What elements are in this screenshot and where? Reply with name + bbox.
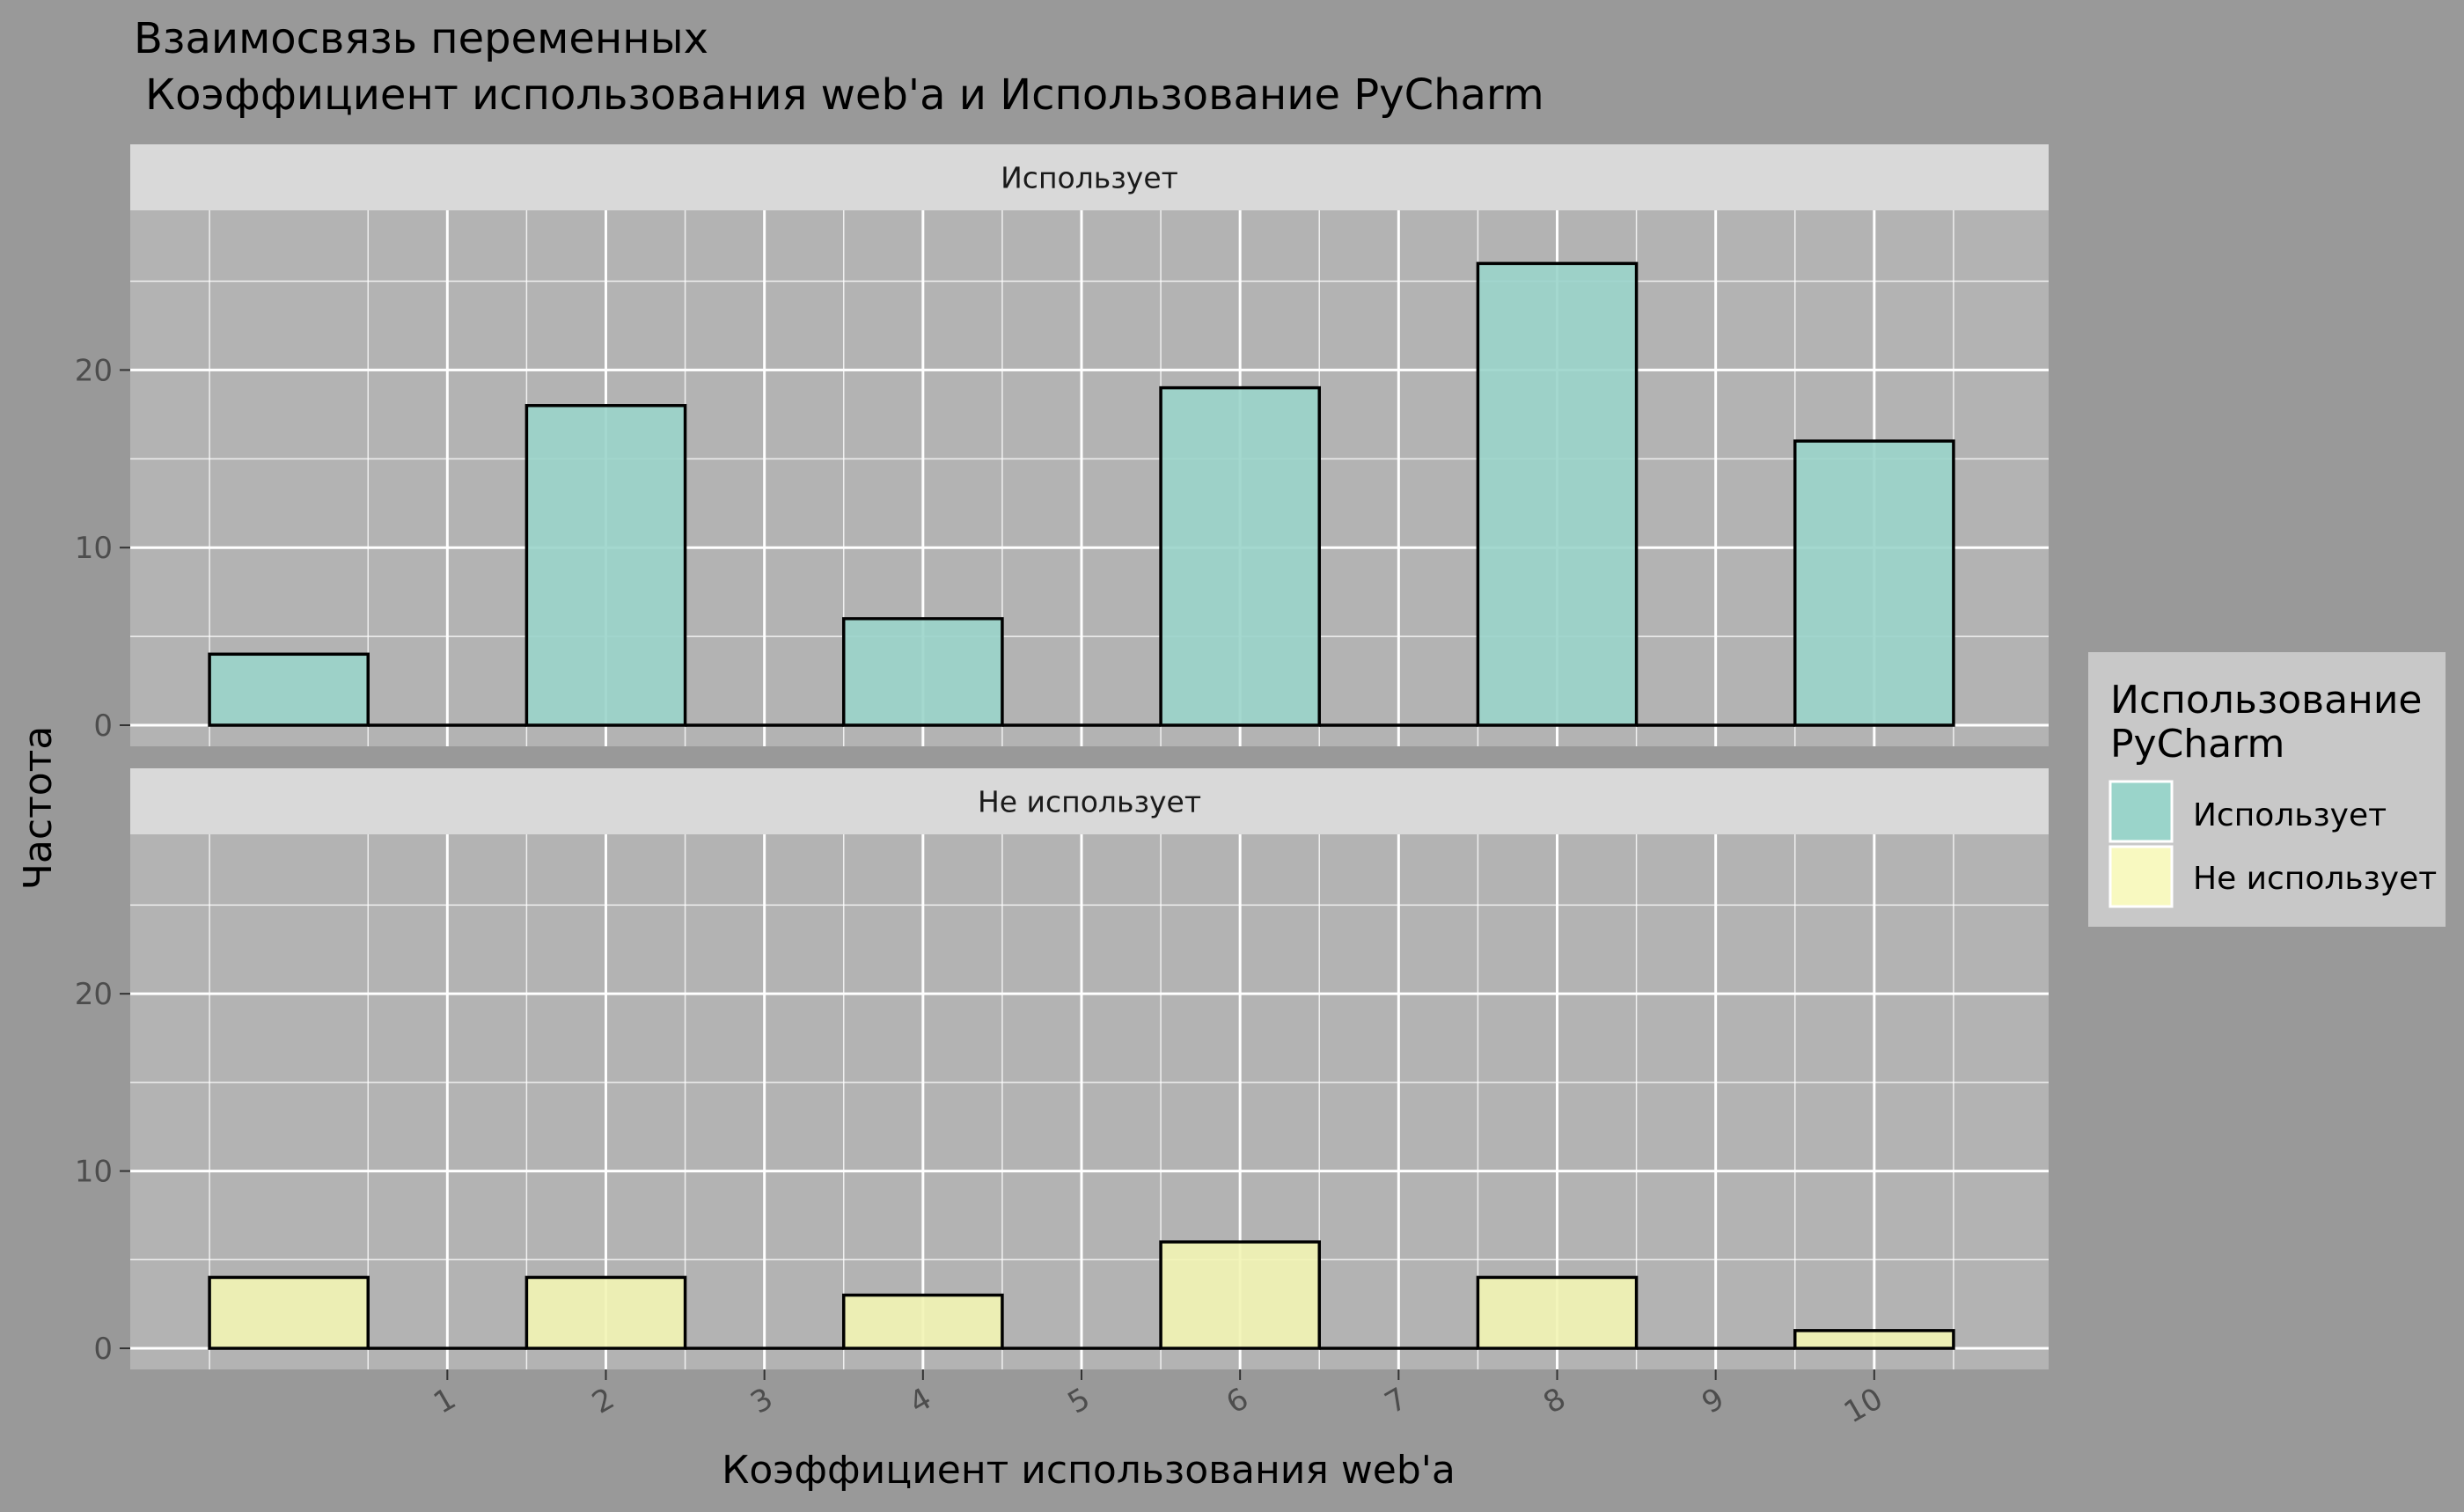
facet-strip-label: Использует xyxy=(1001,161,1178,195)
x-axis-title: Коэффициент использования web'a xyxy=(722,1448,1456,1493)
y-tick-label: 10 xyxy=(75,1155,113,1190)
legend-title-line-1: Использование xyxy=(2110,678,2423,723)
bar xyxy=(1476,1275,1639,1350)
x-tick-label: 5 xyxy=(1062,1381,1096,1420)
x-tick-label: 3 xyxy=(744,1381,779,1420)
legend-label-uses: Использует xyxy=(2193,797,2387,833)
bar xyxy=(1476,261,1639,727)
bar xyxy=(208,652,370,727)
bar xyxy=(1159,385,1321,727)
x-tick-label: 10 xyxy=(1838,1381,1888,1430)
x-tick-label: 4 xyxy=(904,1381,938,1420)
bar xyxy=(1159,1240,1321,1350)
bar xyxy=(841,1293,1004,1350)
chart-title-line-1: Взаимосвязь переменных xyxy=(134,14,708,63)
bar xyxy=(1793,439,1955,727)
y-tick-label: 0 xyxy=(93,1332,113,1367)
panel-background xyxy=(130,210,2049,746)
y-tick-label: 20 xyxy=(75,353,113,388)
y-tick-label: 20 xyxy=(75,977,113,1012)
bar xyxy=(1793,1329,1955,1350)
legend-label-not-uses: Не использует xyxy=(2193,861,2437,897)
y-axis-title: Частота xyxy=(16,726,61,890)
facet-panels: Использует 0 10 20 Не использует 0 10 20 1 2 3 4 5 6 7… xyxy=(75,144,2049,1430)
legend-key-not-uses xyxy=(2108,845,2174,908)
legend: Использование PyCharm Использует Не испо… xyxy=(2088,652,2446,927)
facet-strip xyxy=(130,768,2049,834)
x-tick-label: 1 xyxy=(428,1381,462,1420)
x-tick-label: 9 xyxy=(1696,1381,1730,1420)
x-tick-label: 7 xyxy=(1379,1381,1413,1420)
facet-strip xyxy=(130,144,2049,210)
y-tick-label: 0 xyxy=(93,708,113,744)
x-tick-label: 2 xyxy=(586,1381,620,1420)
facet-strip-label: Не использует xyxy=(978,785,1201,819)
x-tick-label: 8 xyxy=(1537,1381,1572,1420)
x-tick-label: 6 xyxy=(1221,1381,1255,1420)
legend-title-line-2: PyCharm xyxy=(2110,722,2284,767)
legend-key-uses xyxy=(2108,780,2174,843)
bar xyxy=(524,404,687,727)
panel-background xyxy=(130,834,2049,1369)
bar xyxy=(841,617,1004,727)
chart-title-line-2: Коэффициент использования web'a и Исполь… xyxy=(145,70,1544,120)
bar xyxy=(524,1275,687,1350)
y-tick-label: 10 xyxy=(75,531,113,566)
bar xyxy=(208,1275,370,1350)
